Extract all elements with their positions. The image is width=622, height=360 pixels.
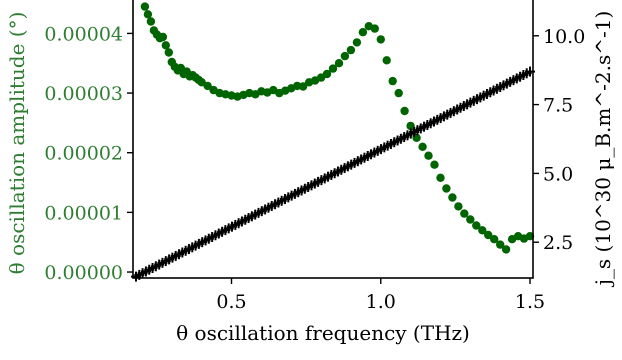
amplitude-point <box>158 32 168 42</box>
right-tick-label: 5.0 <box>543 163 573 185</box>
current-series <box>130 66 536 282</box>
left-tick-label: 0.00002 <box>44 143 123 165</box>
amplitude-point <box>418 142 427 151</box>
amplitude-point <box>501 245 511 254</box>
amplitude-point <box>442 184 451 193</box>
amplitude-point <box>490 235 499 244</box>
amplitude-point <box>466 215 475 224</box>
amplitude-point <box>525 232 535 241</box>
amplitude-point <box>340 51 350 61</box>
amplitude-point <box>454 202 463 211</box>
amplitude-point <box>496 240 505 249</box>
amplitude-point <box>484 230 493 240</box>
amplitude-point <box>346 45 356 55</box>
left-axis-ticks: 0.00000 0.00001 0.00002 0.00003 0.00004 <box>44 23 133 284</box>
amplitude-point <box>460 209 469 218</box>
left-tick-label: 0.00004 <box>44 23 123 45</box>
amplitude-point <box>370 24 379 33</box>
x-tick-label: 1.5 <box>515 291 545 313</box>
amplitude-point <box>161 41 170 50</box>
right-axis-ticks: 2.5 5.0 7.5 10.0 <box>533 26 585 254</box>
amplitude-point <box>400 106 409 116</box>
amplitude-point <box>146 17 156 26</box>
amplitude-point <box>376 35 385 44</box>
amplitude-point <box>164 48 173 57</box>
amplitude-point <box>140 2 150 11</box>
right-tick-label: 7.5 <box>543 95 573 117</box>
amplitude-point <box>143 10 153 19</box>
plot-frame <box>132 0 534 279</box>
left-tick-label: 0.00001 <box>44 202 123 224</box>
amplitude-point <box>472 221 481 230</box>
amplitude-point <box>352 38 362 47</box>
amplitude-point <box>394 88 403 98</box>
amplitude-point <box>430 160 439 169</box>
x-axis-label: θ oscillation frequency (THz) <box>176 321 470 345</box>
amplitude-point <box>448 193 457 202</box>
left-tick-label: 0.00003 <box>44 83 123 105</box>
amplitude-point <box>358 28 368 37</box>
x-tick-label: 0.5 <box>216 291 246 313</box>
amplitude-point <box>436 173 445 182</box>
amplitude-point <box>298 82 308 91</box>
x-axis-ticks: 0.5 1.0 1.5 <box>216 278 545 313</box>
amplitude-point <box>382 56 391 65</box>
right-tick-label: 10.0 <box>543 26 585 48</box>
amplitude-point <box>388 76 397 86</box>
x-tick-label: 1.0 <box>366 291 396 313</box>
right-tick-label: 2.5 <box>543 232 573 254</box>
left-tick-label: 0.00000 <box>44 262 123 284</box>
amplitude-point <box>406 121 415 131</box>
left-axis-label: θ oscillation amplitude (°) <box>5 12 29 275</box>
amplitude-point <box>424 151 433 160</box>
amplitude-point <box>328 64 338 73</box>
amplitude-point <box>203 81 212 91</box>
amplitude-point <box>334 59 344 68</box>
amplitude-point <box>478 226 487 235</box>
amplitude-series <box>140 2 535 254</box>
amplitude-point <box>322 69 332 79</box>
right-axis-label: j_s (10^30 μ_B.m^-2.s^-1) <box>591 11 615 288</box>
